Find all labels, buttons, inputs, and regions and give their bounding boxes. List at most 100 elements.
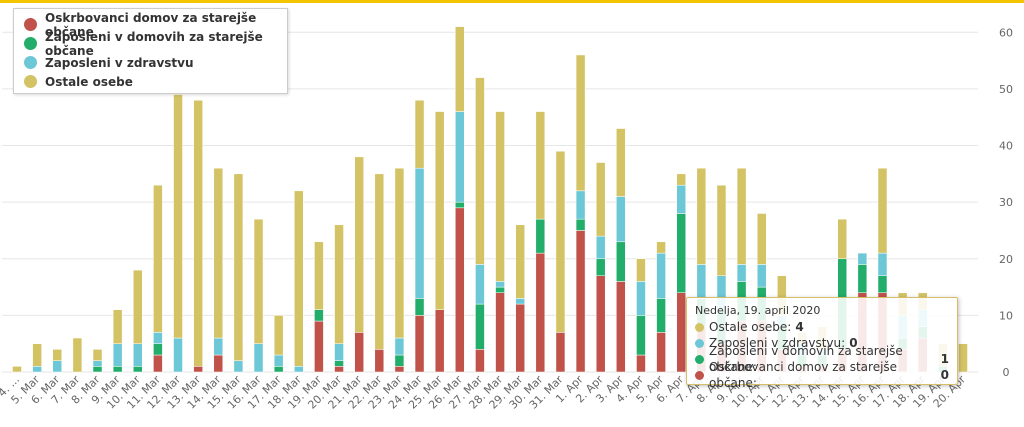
bar-segment-series-3[interactable] xyxy=(314,241,324,310)
bar-segment-series-3[interactable] xyxy=(575,54,586,192)
bar-segment-series-2[interactable] xyxy=(133,343,143,367)
bar-segment-series-2[interactable] xyxy=(112,343,123,367)
bar-segment-series-0[interactable] xyxy=(455,207,465,373)
bar-segment-series-3[interactable] xyxy=(193,99,203,367)
bar-segment-series-1[interactable] xyxy=(414,298,425,316)
legend-item-ostale-osebe[interactable]: Ostale osebe xyxy=(24,72,287,91)
bar-segment-series-2[interactable] xyxy=(756,264,767,288)
bar-segment-series-1[interactable] xyxy=(575,218,586,231)
bar-segment-series-0[interactable] xyxy=(475,349,485,373)
bar-segment-series-1[interactable] xyxy=(495,286,505,293)
bar-segment-series-0[interactable] xyxy=(414,315,425,373)
bar-segment-series-1[interactable] xyxy=(455,201,465,209)
bar-segment-series-1[interactable] xyxy=(616,241,626,282)
bar-segment-series-0[interactable] xyxy=(153,354,163,373)
bar-segment-series-3[interactable] xyxy=(616,128,626,197)
bar-segment-series-3[interactable] xyxy=(253,218,264,344)
bar-segment-series-3[interactable] xyxy=(455,26,465,112)
bar-segment-series-2[interactable] xyxy=(92,360,103,367)
bar-segment-series-3[interactable] xyxy=(354,156,364,333)
bar-segment-series-3[interactable] xyxy=(334,224,344,344)
bar-segment-series-3[interactable] xyxy=(736,167,747,265)
bar-segment-series-3[interactable] xyxy=(273,315,284,356)
bar-segment-series-1[interactable] xyxy=(595,258,606,277)
bar-segment-series-1[interactable] xyxy=(153,343,163,356)
bar-segment-series-1[interactable] xyxy=(314,309,324,322)
bar-segment-series-0[interactable] xyxy=(314,320,324,373)
legend-item-zaposleni-zdravstvo[interactable]: Zaposleni v zdravstvu xyxy=(24,53,287,72)
bar-segment-series-3[interactable] xyxy=(112,309,123,344)
bar-segment-series-2[interactable] xyxy=(575,190,586,220)
bar-segment-series-3[interactable] xyxy=(756,213,767,265)
bar-segment-series-3[interactable] xyxy=(696,167,707,265)
bar-segment-series-2[interactable] xyxy=(736,264,747,282)
bar-segment-series-3[interactable] xyxy=(133,269,143,344)
bar-segment-series-0[interactable] xyxy=(676,292,686,373)
bar-segment-series-2[interactable] xyxy=(52,360,63,373)
bar-segment-series-3[interactable] xyxy=(636,258,646,282)
bar-segment-series-3[interactable] xyxy=(213,167,224,339)
bar-segment-series-0[interactable] xyxy=(535,252,546,373)
bar-segment-series-2[interactable] xyxy=(173,337,183,373)
bar-segment-series-3[interactable] xyxy=(555,150,566,333)
bar-segment-series-2[interactable] xyxy=(153,332,163,344)
bar-segment-series-2[interactable] xyxy=(32,366,42,373)
bar-segment-series-0[interactable] xyxy=(213,354,224,373)
bar-segment-series-1[interactable] xyxy=(857,264,868,293)
bar-segment-series-3[interactable] xyxy=(535,111,546,220)
bar-segment-series-2[interactable] xyxy=(233,360,244,373)
bar-segment-series-2[interactable] xyxy=(857,252,868,265)
bar-segment-series-2[interactable] xyxy=(394,337,405,356)
bar-segment-series-3[interactable] xyxy=(52,349,63,361)
bar-segment-series-3[interactable] xyxy=(394,167,405,339)
bar-segment-series-2[interactable] xyxy=(595,235,606,260)
bar-segment-series-0[interactable] xyxy=(434,309,445,373)
bar-segment-series-3[interactable] xyxy=(374,173,385,350)
bar-segment-series-1[interactable] xyxy=(636,315,646,356)
bar-segment-series-3[interactable] xyxy=(173,94,183,339)
bar-segment-series-2[interactable] xyxy=(877,252,888,277)
bar-segment-series-3[interactable] xyxy=(434,111,445,310)
legend-item-oskrbovanci[interactable]: Oskrbovanci domov za starejše občane xyxy=(24,11,287,39)
bar-segment-series-2[interactable] xyxy=(455,111,465,203)
bar-segment-series-2[interactable] xyxy=(696,264,707,299)
bar-segment-series-3[interactable] xyxy=(716,184,727,277)
bar-segment-series-2[interactable] xyxy=(676,184,686,214)
bar-segment-series-3[interactable] xyxy=(676,173,686,186)
bar-segment-series-3[interactable] xyxy=(656,241,666,254)
bar-segment-series-0[interactable] xyxy=(515,303,525,373)
bar-segment-series-1[interactable] xyxy=(676,213,686,293)
bar-segment-series-0[interactable] xyxy=(354,332,364,373)
bar-segment-series-3[interactable] xyxy=(414,99,425,169)
bar-segment-series-3[interactable] xyxy=(515,224,525,299)
bar-segment-series-1[interactable] xyxy=(535,218,546,254)
bar-segment-series-0[interactable] xyxy=(193,366,203,373)
bar-segment-series-0[interactable] xyxy=(575,230,586,373)
bar-segment-series-3[interactable] xyxy=(595,162,606,237)
bar-segment-series-1[interactable] xyxy=(112,366,123,373)
bar-segment-series-3[interactable] xyxy=(153,184,163,333)
bar-segment-series-3[interactable] xyxy=(837,218,847,260)
bar-segment-series-2[interactable] xyxy=(213,337,224,356)
bar-segment-series-1[interactable] xyxy=(334,360,344,367)
bar-segment-series-3[interactable] xyxy=(475,77,485,265)
bar-segment-series-2[interactable] xyxy=(616,196,626,243)
bar-segment-series-1[interactable] xyxy=(133,366,143,373)
bar-segment-series-1[interactable] xyxy=(656,298,666,333)
bar-segment-series-2[interactable] xyxy=(334,343,344,361)
bar-segment-series-0[interactable] xyxy=(394,366,405,373)
bar-segment-series-2[interactable] xyxy=(656,252,666,299)
bar-segment-series-2[interactable] xyxy=(414,167,425,299)
bar-segment-series-1[interactable] xyxy=(394,354,405,367)
bar-segment-series-1[interactable] xyxy=(877,275,888,293)
bar-segment-series-0[interactable] xyxy=(616,281,626,373)
bar-segment-series-3[interactable] xyxy=(877,167,888,254)
bar-segment-series-0[interactable] xyxy=(495,292,505,373)
bar-segment-series-0[interactable] xyxy=(374,349,385,373)
bar-segment-series-1[interactable] xyxy=(273,366,284,373)
bar-segment-series-3[interactable] xyxy=(294,190,304,367)
bar-segment-series-3[interactable] xyxy=(32,343,42,367)
bar-segment-series-0[interactable] xyxy=(555,332,566,373)
legend-item-zaposleni-domovi[interactable]: Zaposleni v domovih za starejše občane xyxy=(24,30,287,58)
bar-segment-series-2[interactable] xyxy=(475,264,485,305)
